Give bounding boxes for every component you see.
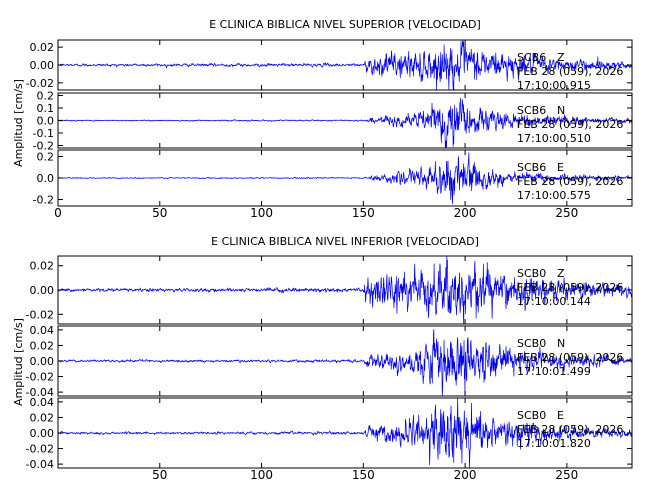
x-tick-label: 250 bbox=[555, 206, 578, 220]
x-tick-label: 0 bbox=[54, 206, 62, 220]
chart-title: E CLINICA BIBLICA NIVEL SUPERIOR [VELOCI… bbox=[209, 18, 481, 31]
seismic-trace-scb6-z bbox=[57, 39, 633, 91]
x-tick-label: 250 bbox=[555, 468, 578, 482]
y-tick-label: -0.02 bbox=[26, 371, 54, 384]
time-label: 17:10:00.915 bbox=[517, 79, 591, 92]
y-axis-label: Amplitud [cm/s] bbox=[12, 79, 25, 167]
y-tick-label: 0.02 bbox=[30, 339, 55, 352]
component-label: Z bbox=[557, 51, 565, 64]
time-label: 17:10:00.510 bbox=[517, 132, 591, 145]
station-label: SCB0 bbox=[517, 337, 546, 350]
y-tick-label: -0.04 bbox=[26, 458, 54, 471]
date-label: FEB 28 (059), 2026 bbox=[517, 281, 623, 294]
y-tick-label: 0.00 bbox=[30, 355, 55, 368]
time-label: 17:10:00.575 bbox=[517, 189, 591, 202]
seismic-trace-scb6-n bbox=[57, 97, 633, 149]
station-label: SCB6 bbox=[517, 51, 546, 64]
x-tick-label: 200 bbox=[454, 206, 477, 220]
y-tick-label: -0.2 bbox=[33, 140, 54, 153]
y-tick-label: -0.2 bbox=[33, 194, 54, 207]
date-label: FEB 28 (059), 2026 bbox=[517, 118, 623, 131]
x-tick-label: 150 bbox=[352, 206, 375, 220]
x-tick-label: 150 bbox=[352, 468, 375, 482]
seismic-trace-scb0-z bbox=[57, 255, 633, 325]
y-tick-label: 0.0 bbox=[37, 115, 55, 128]
y-tick-label: -0.02 bbox=[26, 308, 54, 321]
x-tick-label: 100 bbox=[250, 206, 273, 220]
time-label: 17:10:01.820 bbox=[517, 437, 591, 450]
y-tick-label: -0.1 bbox=[33, 127, 54, 140]
x-tick-label: 50 bbox=[152, 206, 167, 220]
seismogram-chart-1: E CLINICA BIBLICA NIVEL SUPERIOR [VELOCI… bbox=[12, 18, 633, 220]
seismic-trace-scb0-n bbox=[57, 329, 633, 397]
chart-title: E CLINICA BIBLICA NIVEL INFERIOR [VELOCI… bbox=[211, 235, 479, 248]
y-tick-label: 0.00 bbox=[30, 427, 55, 440]
component-label: N bbox=[557, 337, 565, 350]
x-tick-label: 50 bbox=[152, 468, 167, 482]
y-tick-label: 0.02 bbox=[30, 260, 55, 273]
y-tick-label: 0.0 bbox=[37, 172, 55, 185]
y-tick-label: 0.04 bbox=[30, 324, 55, 337]
seismogram-chart-2: E CLINICA BIBLICA NIVEL INFERIOR [VELOCI… bbox=[12, 235, 633, 482]
component-label: E bbox=[557, 161, 564, 174]
y-axis-label: Amplitud [cm/s] bbox=[12, 318, 25, 406]
seismic-trace-scb6-e bbox=[57, 152, 633, 205]
y-tick-label: -0.02 bbox=[26, 443, 54, 456]
station-label: SCB6 bbox=[517, 104, 546, 117]
component-label: N bbox=[557, 104, 565, 117]
x-tick-label: 100 bbox=[250, 468, 273, 482]
date-label: FEB 28 (059), 2026 bbox=[517, 351, 623, 364]
y-tick-label: 0.00 bbox=[30, 59, 55, 72]
y-tick-label: 0.1 bbox=[37, 102, 55, 115]
y-tick-label: 0.2 bbox=[37, 90, 55, 103]
date-label: FEB 28 (059), 2026 bbox=[517, 175, 623, 188]
y-tick-label: 0.2 bbox=[37, 150, 55, 163]
component-label: Z bbox=[557, 267, 565, 280]
seismic-trace-scb0-e bbox=[57, 397, 633, 469]
y-tick-label: 0.00 bbox=[30, 284, 55, 297]
x-tick-label: 200 bbox=[454, 468, 477, 482]
date-label: FEB 28 (059), 2026 bbox=[517, 423, 623, 436]
y-tick-label: -0.02 bbox=[26, 77, 54, 90]
date-label: FEB 28 (059), 2026 bbox=[517, 65, 623, 78]
y-tick-label: 0.02 bbox=[30, 411, 55, 424]
component-label: E bbox=[557, 409, 564, 422]
y-tick-label: 0.02 bbox=[30, 41, 55, 54]
time-label: 17:10:01.499 bbox=[517, 365, 591, 378]
y-tick-label: 0.04 bbox=[30, 396, 55, 409]
time-label: 17:10:00.144 bbox=[517, 295, 591, 308]
station-label: SCB0 bbox=[517, 409, 546, 422]
y-tick-label: -0.04 bbox=[26, 386, 54, 399]
station-label: SCB6 bbox=[517, 161, 546, 174]
station-label: SCB0 bbox=[517, 267, 546, 280]
